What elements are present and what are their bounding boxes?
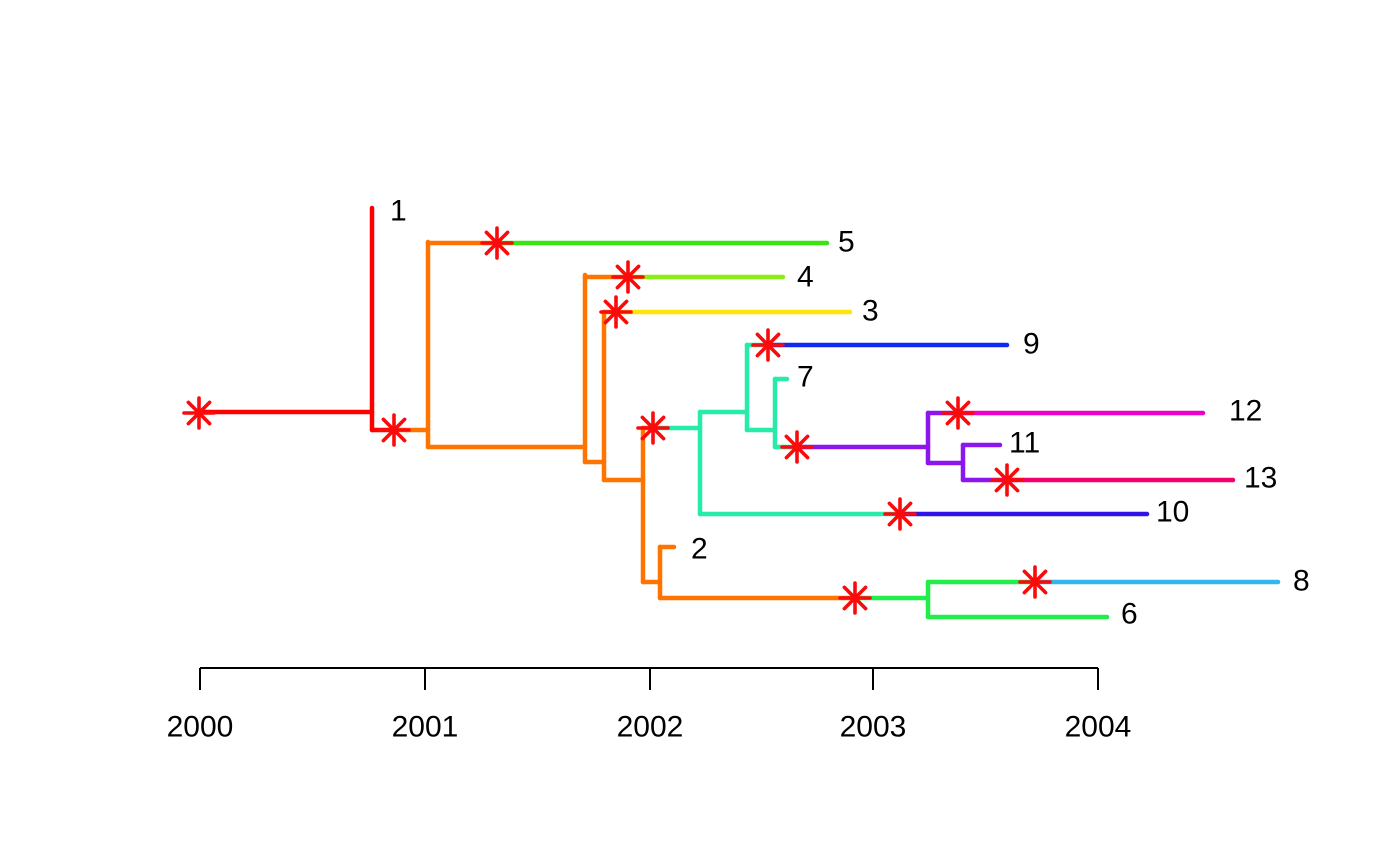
- marker-spoke: [994, 467, 1020, 493]
- tip-label-4: 4: [797, 261, 814, 294]
- tip-label-13: 13: [1244, 462, 1277, 495]
- tree-edges-group: [197, 205, 1281, 620]
- tip-label-12: 12: [1229, 395, 1262, 428]
- x-axis-tick-label-2000: 2000: [167, 711, 234, 744]
- marker-spoke: [945, 400, 971, 426]
- marker-spoke: [784, 434, 810, 460]
- tip-label-1: 1: [390, 195, 407, 228]
- marker-spoke: [615, 264, 641, 290]
- marker-spoke: [887, 501, 913, 527]
- transmission-marker-icon: [611, 260, 645, 294]
- marker-spoke: [1022, 569, 1048, 595]
- x-axis-tick-label-2004: 2004: [1065, 711, 1132, 744]
- x-axis-tick-label-2003: 2003: [840, 711, 907, 744]
- transmission-marker-icon: [377, 413, 411, 447]
- marker-spoke: [381, 417, 407, 443]
- x-axis-tick-label-2002: 2002: [617, 711, 684, 744]
- marker-spoke: [842, 585, 868, 611]
- tip-label-5: 5: [838, 226, 855, 259]
- transmission-marker-icon: [480, 226, 514, 260]
- transmission-marker-icon: [990, 463, 1024, 497]
- x-axis-group: 2000 2001 2002 2003 2004: [167, 667, 1132, 744]
- transmission-marker-icon: [636, 411, 670, 445]
- tip-label-6: 6: [1121, 598, 1138, 631]
- marker-spoke: [640, 415, 666, 441]
- tip-label-7: 7: [797, 361, 814, 394]
- transmission-marker-icon: [751, 328, 785, 362]
- transmission-marker-icon: [1018, 565, 1052, 599]
- transmission-markers-group: [182, 226, 1052, 615]
- marker-spoke: [755, 332, 781, 358]
- transmission-marker-icon: [599, 295, 633, 329]
- tip-label-11: 11: [1009, 427, 1040, 460]
- tip-label-2: 2: [691, 533, 708, 566]
- marker-spoke: [603, 299, 629, 325]
- transmission-marker-icon: [838, 581, 872, 615]
- tip-label-9: 9: [1023, 328, 1040, 361]
- transmission-marker-icon: [182, 396, 216, 430]
- marker-spoke: [186, 400, 212, 426]
- tip-label-10: 10: [1156, 496, 1189, 529]
- transmission-marker-icon: [780, 430, 814, 464]
- x-axis-tick-label-2001: 2001: [392, 711, 459, 744]
- tip-labels-group: 1 54 3 9 7 12 11 13 10 2 8 6: [390, 195, 1310, 631]
- transmission-marker-icon: [883, 497, 917, 531]
- tip-label-3: 3: [862, 295, 879, 328]
- tip-label-8: 8: [1293, 565, 1310, 598]
- transmission-marker-icon: [941, 396, 975, 430]
- marker-spoke: [484, 230, 510, 256]
